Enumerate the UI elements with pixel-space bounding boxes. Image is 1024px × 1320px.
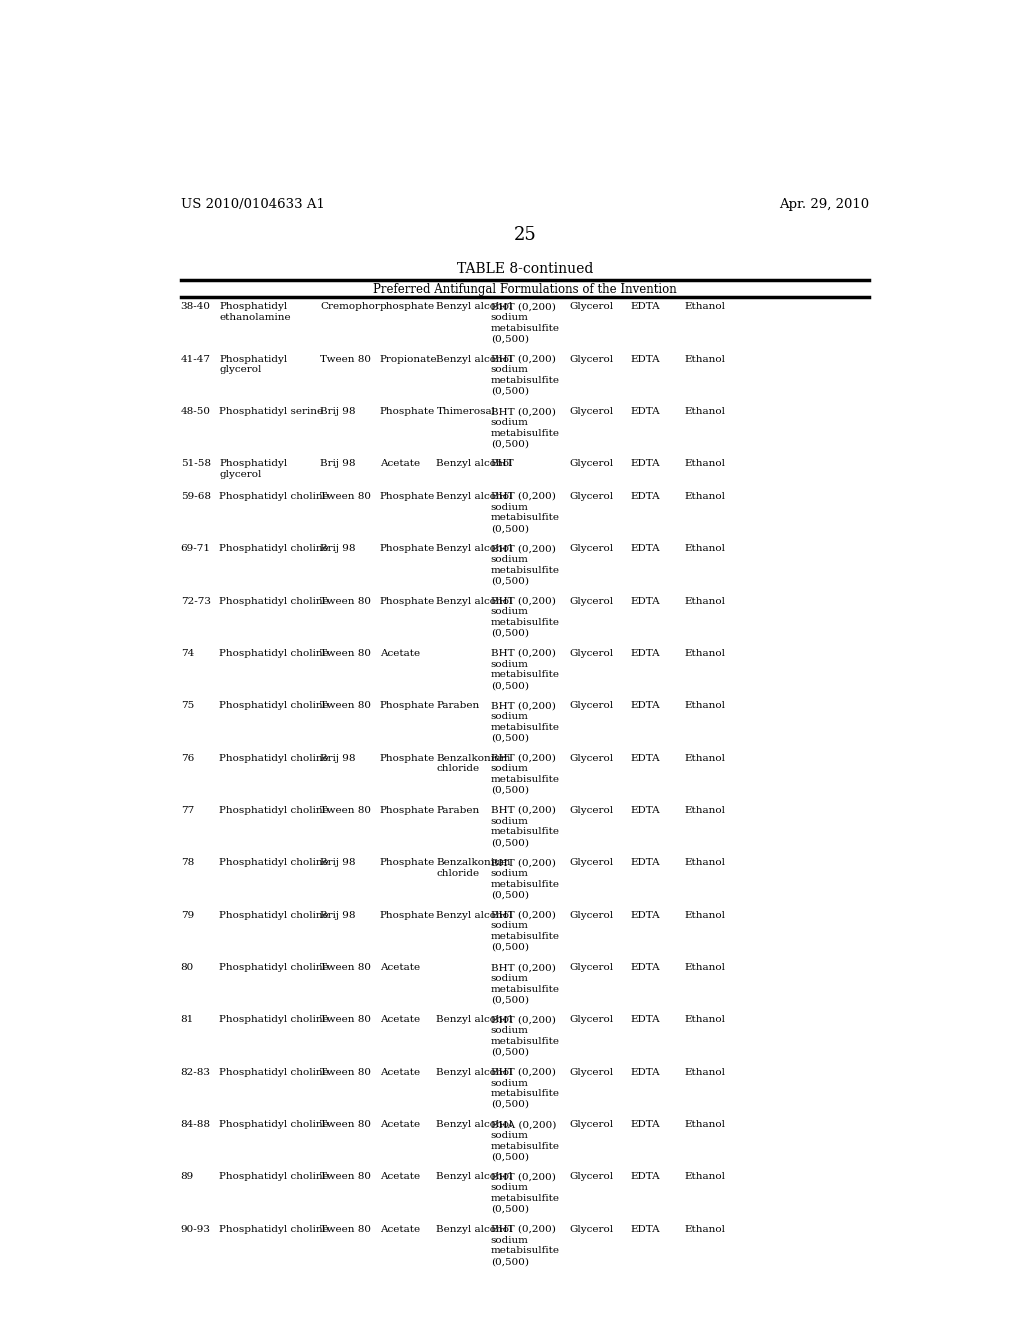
Text: Ethanol: Ethanol xyxy=(684,1172,725,1181)
Text: Glycerol: Glycerol xyxy=(569,1121,613,1129)
Text: BHT (0,200)
sodium
metabisulfite
(0,500): BHT (0,200) sodium metabisulfite (0,500) xyxy=(490,355,560,396)
Text: Phosphatidyl choline: Phosphatidyl choline xyxy=(219,1225,329,1234)
Text: Brij 98: Brij 98 xyxy=(321,911,355,920)
Text: Phosphatidyl
glycerol: Phosphatidyl glycerol xyxy=(219,459,288,479)
Text: Phosphatidyl choline: Phosphatidyl choline xyxy=(219,701,329,710)
Text: EDTA: EDTA xyxy=(630,1172,659,1181)
Text: Tween 80: Tween 80 xyxy=(321,1015,372,1024)
Text: Tween 80: Tween 80 xyxy=(321,355,372,364)
Text: Glycerol: Glycerol xyxy=(569,597,613,606)
Text: Benzyl alcohol: Benzyl alcohol xyxy=(436,1121,513,1129)
Text: 90-93: 90-93 xyxy=(180,1225,211,1234)
Text: Glycerol: Glycerol xyxy=(569,1172,613,1181)
Text: Glycerol: Glycerol xyxy=(569,1015,613,1024)
Text: Benzyl alcohol: Benzyl alcohol xyxy=(436,302,513,312)
Text: 48-50: 48-50 xyxy=(180,407,211,416)
Text: Ethanol: Ethanol xyxy=(684,355,725,364)
Text: US 2010/0104633 A1: US 2010/0104633 A1 xyxy=(180,198,325,211)
Text: Glycerol: Glycerol xyxy=(569,1225,613,1234)
Text: Propionate: Propionate xyxy=(380,355,437,364)
Text: EDTA: EDTA xyxy=(630,597,659,606)
Text: Phosphatidyl choline: Phosphatidyl choline xyxy=(219,1172,329,1181)
Text: Ethanol: Ethanol xyxy=(684,754,725,763)
Text: 74: 74 xyxy=(180,649,194,657)
Text: BHA (0,200)
sodium
metabisulfite
(0,500): BHA (0,200) sodium metabisulfite (0,500) xyxy=(490,1121,560,1162)
Text: Phosphate: Phosphate xyxy=(380,807,435,814)
Text: Tween 80: Tween 80 xyxy=(321,807,372,814)
Text: Phosphate: Phosphate xyxy=(380,407,435,416)
Text: Glycerol: Glycerol xyxy=(569,302,613,312)
Text: EDTA: EDTA xyxy=(630,492,659,500)
Text: BHT (0,200)
sodium
metabisulfite
(0,500): BHT (0,200) sodium metabisulfite (0,500) xyxy=(490,858,560,900)
Text: Ethanol: Ethanol xyxy=(684,701,725,710)
Text: Benzyl alcohol: Benzyl alcohol xyxy=(436,597,513,606)
Text: 38-40: 38-40 xyxy=(180,302,211,312)
Text: TABLE 8-continued: TABLE 8-continued xyxy=(457,263,593,276)
Text: 51-58: 51-58 xyxy=(180,459,211,469)
Text: EDTA: EDTA xyxy=(630,355,659,364)
Text: Thimerosal: Thimerosal xyxy=(436,407,496,416)
Text: Benzyl alcohol: Benzyl alcohol xyxy=(436,1172,513,1181)
Text: 41-47: 41-47 xyxy=(180,355,211,364)
Text: 78: 78 xyxy=(180,858,194,867)
Text: Glycerol: Glycerol xyxy=(569,492,613,500)
Text: Brij 98: Brij 98 xyxy=(321,858,355,867)
Text: EDTA: EDTA xyxy=(630,701,659,710)
Text: Tween 80: Tween 80 xyxy=(321,1068,372,1077)
Text: Glycerol: Glycerol xyxy=(569,459,613,469)
Text: Glycerol: Glycerol xyxy=(569,858,613,867)
Text: Acetate: Acetate xyxy=(380,1121,420,1129)
Text: Ethanol: Ethanol xyxy=(684,302,725,312)
Text: BHT (0,200)
sodium
metabisulfite
(0,500): BHT (0,200) sodium metabisulfite (0,500) xyxy=(490,302,560,343)
Text: Paraben: Paraben xyxy=(436,701,479,710)
Text: Tween 80: Tween 80 xyxy=(321,649,372,657)
Text: EDTA: EDTA xyxy=(630,1121,659,1129)
Text: Tween 80: Tween 80 xyxy=(321,701,372,710)
Text: Benzyl alcohol: Benzyl alcohol xyxy=(436,1225,513,1234)
Text: Acetate: Acetate xyxy=(380,1068,420,1077)
Text: Glycerol: Glycerol xyxy=(569,544,613,553)
Text: Ethanol: Ethanol xyxy=(684,964,725,972)
Text: Ethanol: Ethanol xyxy=(684,1068,725,1077)
Text: Brij 98: Brij 98 xyxy=(321,459,355,469)
Text: 76: 76 xyxy=(180,754,194,763)
Text: Phosphatidyl choline: Phosphatidyl choline xyxy=(219,754,329,763)
Text: Benzyl alcohol: Benzyl alcohol xyxy=(436,459,513,469)
Text: EDTA: EDTA xyxy=(630,459,659,469)
Text: Glycerol: Glycerol xyxy=(569,807,613,814)
Text: Phosphatidyl choline: Phosphatidyl choline xyxy=(219,492,329,500)
Text: Glycerol: Glycerol xyxy=(569,407,613,416)
Text: Ethanol: Ethanol xyxy=(684,1225,725,1234)
Text: 80: 80 xyxy=(180,964,194,972)
Text: EDTA: EDTA xyxy=(630,964,659,972)
Text: Brij 98: Brij 98 xyxy=(321,754,355,763)
Text: Phosphatidyl choline: Phosphatidyl choline xyxy=(219,649,329,657)
Text: Brij 98: Brij 98 xyxy=(321,407,355,416)
Text: 77: 77 xyxy=(180,807,194,814)
Text: Phosphatidyl choline: Phosphatidyl choline xyxy=(219,1015,329,1024)
Text: Ethanol: Ethanol xyxy=(684,807,725,814)
Text: Phosphatidyl choline: Phosphatidyl choline xyxy=(219,858,329,867)
Text: Phosphatidyl
ethanolamine: Phosphatidyl ethanolamine xyxy=(219,302,291,322)
Text: EDTA: EDTA xyxy=(630,807,659,814)
Text: Glycerol: Glycerol xyxy=(569,1068,613,1077)
Text: Tween 80: Tween 80 xyxy=(321,964,372,972)
Text: Tween 80: Tween 80 xyxy=(321,1172,372,1181)
Text: Phosphatidyl
glycerol: Phosphatidyl glycerol xyxy=(219,355,288,375)
Text: Phosphate: Phosphate xyxy=(380,701,435,710)
Text: Benzalkonium
chloride: Benzalkonium chloride xyxy=(436,754,511,774)
Text: EDTA: EDTA xyxy=(630,302,659,312)
Text: Apr. 29, 2010: Apr. 29, 2010 xyxy=(779,198,869,211)
Text: BHT (0,200)
sodium
metabisulfite
(0,500): BHT (0,200) sodium metabisulfite (0,500) xyxy=(490,407,560,449)
Text: BHT (0,200)
sodium
metabisulfite
(0,500): BHT (0,200) sodium metabisulfite (0,500) xyxy=(490,1225,560,1266)
Text: 72-73: 72-73 xyxy=(180,597,211,606)
Text: BHT (0,200)
sodium
metabisulfite
(0,500): BHT (0,200) sodium metabisulfite (0,500) xyxy=(490,1015,560,1056)
Text: Glycerol: Glycerol xyxy=(569,754,613,763)
Text: Preferred Antifungal Formulations of the Invention: Preferred Antifungal Formulations of the… xyxy=(373,284,677,296)
Text: EDTA: EDTA xyxy=(630,911,659,920)
Text: 75: 75 xyxy=(180,701,194,710)
Text: Brij 98: Brij 98 xyxy=(321,544,355,553)
Text: BHT (0,200)
sodium
metabisulfite
(0,500): BHT (0,200) sodium metabisulfite (0,500) xyxy=(490,1172,560,1214)
Text: Ethanol: Ethanol xyxy=(684,1015,725,1024)
Text: Phosphatidyl choline: Phosphatidyl choline xyxy=(219,1121,329,1129)
